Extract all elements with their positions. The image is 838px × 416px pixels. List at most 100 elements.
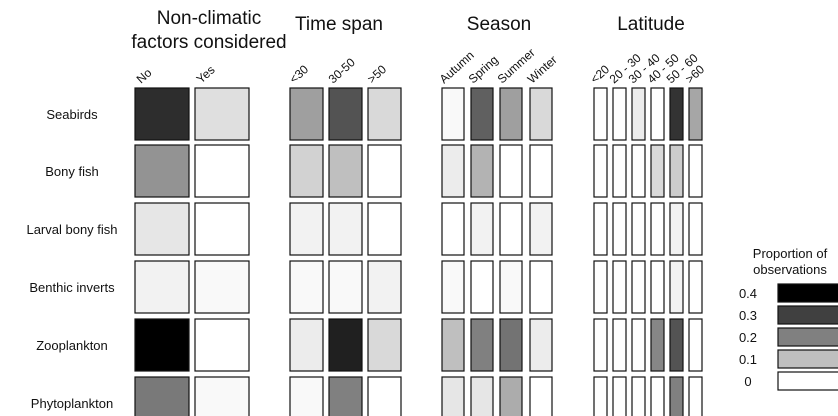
row-label-zooplankton: Zooplankton: [36, 338, 108, 353]
cell-latitude-zooplankton-40-50: [650, 318, 665, 372]
column-label-non-climatic-factors-considered-yes: Yes: [194, 63, 218, 87]
cell-season-larval-bony-fish-spring: [470, 202, 494, 256]
legend-swatch-0-4: [777, 283, 838, 303]
cell-latitude-larval-bony-fish-30-40: [631, 202, 646, 256]
cell-latitude-phytoplankton-40-50: [650, 376, 665, 416]
cell-latitude-seabirds-50-60: [669, 87, 684, 141]
panel-title-time-span: Time span: [295, 14, 383, 35]
cell-season-bony-fish-spring: [470, 144, 494, 198]
cell-season-larval-bony-fish-summer: [499, 202, 523, 256]
legend-swatch-0-1: [777, 349, 838, 369]
row-label-benthic-inverts: Benthic inverts: [29, 280, 115, 295]
cell-time-span-larval-bony-fish-30: [289, 202, 324, 256]
cell-non-climatic-factors-considered-bony-fish-yes: [194, 144, 250, 198]
cell-latitude-benthic-inverts-60: [688, 260, 703, 314]
row-label-phytoplankton: Phytoplankton: [31, 396, 113, 411]
cell-non-climatic-factors-considered-phytoplankton-yes: [194, 376, 250, 416]
legend-swatch-0-2: [777, 327, 838, 347]
cell-time-span-phytoplankton-50: [367, 376, 402, 416]
cell-non-climatic-factors-considered-seabirds-yes: [194, 87, 250, 141]
cell-latitude-phytoplankton-60: [688, 376, 703, 416]
cell-season-benthic-inverts-spring: [470, 260, 494, 314]
cell-season-benthic-inverts-summer: [499, 260, 523, 314]
legend-tick-0-1: 0.1: [739, 352, 757, 367]
cell-time-span-zooplankton-30: [289, 318, 324, 372]
row-label-larval-bony-fish: Larval bony fish: [26, 222, 117, 237]
cell-season-larval-bony-fish-winter: [529, 202, 553, 256]
cell-latitude-bony-fish-20-30: [612, 144, 627, 198]
cell-season-seabirds-spring: [470, 87, 494, 141]
cell-season-benthic-inverts-winter: [529, 260, 553, 314]
column-label-time-span-30-50: 30-50: [326, 55, 358, 86]
cell-season-larval-bony-fish-autumn: [441, 202, 465, 256]
cell-latitude-zooplankton-20: [593, 318, 608, 372]
cell-time-span-phytoplankton-30-50: [328, 376, 363, 416]
row-label-seabirds: Seabirds: [46, 107, 98, 122]
cell-latitude-bony-fish-30-40: [631, 144, 646, 198]
legend-tick-0-3: 0.3: [739, 308, 757, 323]
column-label-time-span-50: >50: [365, 62, 390, 86]
cell-latitude-bony-fish-20: [593, 144, 608, 198]
cell-time-span-seabirds-30: [289, 87, 324, 141]
cell-latitude-seabirds-30-40: [631, 87, 646, 141]
cell-non-climatic-factors-considered-seabirds-no: [134, 87, 190, 141]
legend-title: Proportion of: [753, 246, 828, 261]
legend-swatch-0-3: [777, 305, 838, 325]
cell-latitude-benthic-inverts-20-30: [612, 260, 627, 314]
cell-time-span-bony-fish-30-50: [328, 144, 363, 198]
legend-tick-0-2: 0.2: [739, 330, 757, 345]
cell-latitude-benthic-inverts-50-60: [669, 260, 684, 314]
cell-time-span-seabirds-30-50: [328, 87, 363, 141]
cell-time-span-benthic-inverts-30: [289, 260, 324, 314]
cell-season-phytoplankton-autumn: [441, 376, 465, 416]
cell-time-span-zooplankton-30-50: [328, 318, 363, 372]
cell-season-zooplankton-summer: [499, 318, 523, 372]
panel-title-non-climatic-factors-considered-line1: Non-climatic: [157, 8, 262, 29]
cell-time-span-larval-bony-fish-30-50: [328, 202, 363, 256]
cell-time-span-phytoplankton-30: [289, 376, 324, 416]
cell-latitude-phytoplankton-20-30: [612, 376, 627, 416]
panel-title-non-climatic-factors-considered-line2: factors considered: [131, 32, 286, 53]
cell-non-climatic-factors-considered-benthic-inverts-yes: [194, 260, 250, 314]
cell-latitude-larval-bony-fish-20: [593, 202, 608, 256]
cell-non-climatic-factors-considered-bony-fish-no: [134, 144, 190, 198]
legend-tick-0-4: 0.4: [739, 286, 757, 301]
cell-time-span-seabirds-50: [367, 87, 402, 141]
cell-latitude-zooplankton-20-30: [612, 318, 627, 372]
cell-latitude-larval-bony-fish-40-50: [650, 202, 665, 256]
cell-non-climatic-factors-considered-zooplankton-yes: [194, 318, 250, 372]
panel-title-season: Season: [467, 14, 531, 35]
column-label-time-span-30: <30: [287, 62, 312, 86]
cell-season-bony-fish-summer: [499, 144, 523, 198]
cell-latitude-phytoplankton-20: [593, 376, 608, 416]
cell-latitude-phytoplankton-50-60: [669, 376, 684, 416]
cell-season-phytoplankton-spring: [470, 376, 494, 416]
cell-season-zooplankton-autumn: [441, 318, 465, 372]
cell-non-climatic-factors-considered-phytoplankton-no: [134, 376, 190, 416]
cell-latitude-benthic-inverts-40-50: [650, 260, 665, 314]
cell-non-climatic-factors-considered-larval-bony-fish-yes: [194, 202, 250, 256]
column-label-non-climatic-factors-considered-no: No: [134, 65, 155, 86]
cell-non-climatic-factors-considered-zooplankton-no: [134, 318, 190, 372]
cell-season-seabirds-winter: [529, 87, 553, 141]
cell-latitude-larval-bony-fish-60: [688, 202, 703, 256]
cell-time-span-bony-fish-30: [289, 144, 324, 198]
cell-latitude-seabirds-20: [593, 87, 608, 141]
legend-tick-0: 0: [744, 374, 751, 389]
cell-latitude-zooplankton-50-60: [669, 318, 684, 372]
cell-latitude-larval-bony-fish-50-60: [669, 202, 684, 256]
cell-season-zooplankton-winter: [529, 318, 553, 372]
cell-season-bony-fish-winter: [529, 144, 553, 198]
cell-time-span-benthic-inverts-50: [367, 260, 402, 314]
cell-season-seabirds-autumn: [441, 87, 465, 141]
cell-time-span-larval-bony-fish-50: [367, 202, 402, 256]
cell-season-phytoplankton-winter: [529, 376, 553, 416]
cell-latitude-benthic-inverts-30-40: [631, 260, 646, 314]
cell-latitude-zooplankton-60: [688, 318, 703, 372]
cell-non-climatic-factors-considered-larval-bony-fish-no: [134, 202, 190, 256]
legend-title-line2: observations: [753, 262, 827, 277]
cell-time-span-zooplankton-50: [367, 318, 402, 372]
cell-season-phytoplankton-summer: [499, 376, 523, 416]
cell-latitude-zooplankton-30-40: [631, 318, 646, 372]
